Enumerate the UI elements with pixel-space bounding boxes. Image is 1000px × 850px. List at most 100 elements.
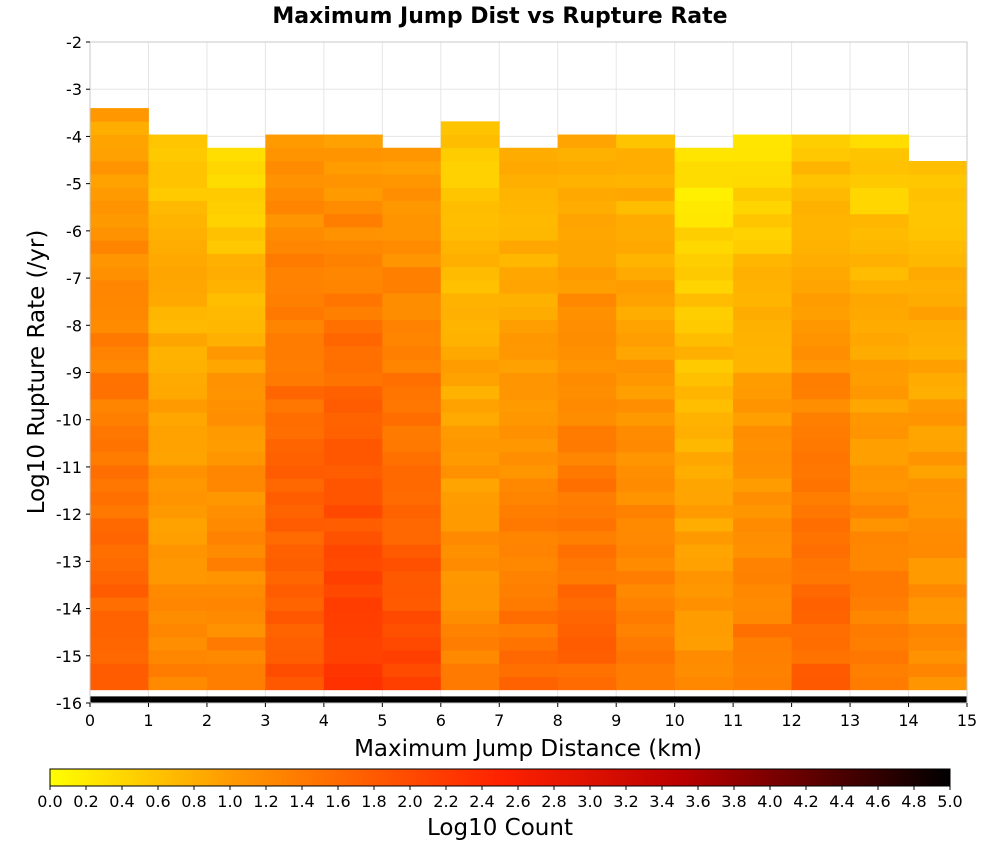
colorbar-tick-label: 3.8	[721, 792, 746, 811]
heatmap-cell-bottom	[850, 696, 909, 703]
heatmap-cell	[323, 293, 383, 307]
heatmap-cell	[90, 121, 149, 135]
heatmap-cell	[674, 531, 734, 545]
heatmap-cell	[265, 504, 325, 519]
heatmap-cell	[206, 398, 266, 413]
colorbar-tick-label: 2.6	[505, 792, 530, 811]
heatmap-cell	[382, 319, 442, 334]
heatmap-cell	[440, 227, 500, 241]
heatmap-cell	[733, 385, 792, 400]
heatmap-cell	[323, 412, 383, 426]
heatmap-cell	[791, 227, 851, 241]
heatmap-cell	[90, 266, 149, 281]
heatmap-cell	[206, 319, 266, 334]
heatmap-cell	[265, 346, 325, 360]
heatmap-cell	[850, 676, 909, 691]
heatmap-cell	[674, 332, 734, 347]
heatmap-cell-bottom	[382, 696, 442, 703]
heatmap-cell	[90, 385, 149, 400]
heatmap-cell	[850, 610, 909, 625]
heatmap-cell	[557, 227, 617, 241]
heatmap-cell	[206, 478, 266, 492]
heatmap-cell	[733, 200, 792, 215]
heatmap-cell	[908, 332, 968, 347]
heatmap-cell	[90, 332, 149, 347]
heatmap-cell	[908, 451, 968, 466]
heatmap-cell	[733, 636, 792, 651]
heatmap-cell	[674, 636, 734, 651]
heatmap-cell	[850, 597, 909, 611]
heatmap-cell	[908, 200, 968, 215]
y-tick-label: -2	[66, 33, 82, 52]
heatmap-cell	[90, 412, 149, 426]
heatmap-cell	[440, 491, 500, 506]
heatmap-cell	[265, 174, 325, 188]
heatmap-cell	[323, 306, 383, 321]
y-tick-label: -4	[66, 127, 82, 146]
heatmap-cell	[499, 412, 559, 426]
heatmap-cell	[499, 346, 559, 360]
heatmap-cell	[90, 319, 149, 334]
heatmap-cell	[850, 465, 909, 479]
heatmap-cell	[674, 544, 734, 558]
heatmap-cell	[440, 279, 500, 294]
heatmap-cell	[382, 636, 442, 651]
heatmap-cell	[323, 346, 383, 360]
heatmap-cell	[265, 557, 325, 572]
heatmap-cell	[733, 240, 792, 254]
heatmap-cell	[733, 531, 792, 545]
heatmap-cell	[382, 663, 442, 677]
heatmap-cell	[499, 385, 559, 400]
heatmap-cell	[850, 332, 909, 347]
heatmap-cell	[557, 584, 617, 598]
heatmap-cell	[733, 279, 792, 294]
heatmap-cell	[908, 465, 968, 479]
colorbar-tick-label: 3.0	[577, 792, 602, 811]
heatmap-cell	[440, 676, 500, 691]
heatmap-cell	[616, 187, 676, 202]
heatmap-cell	[90, 200, 149, 215]
heatmap-cell	[791, 372, 851, 387]
heatmap-cell	[791, 478, 851, 492]
heatmap-cell	[616, 438, 676, 453]
heatmap-cell	[382, 597, 442, 611]
y-tick-label: -12	[56, 505, 82, 524]
heatmap-cell	[908, 531, 968, 545]
heatmap-cell	[440, 174, 500, 188]
heatmap-cell	[323, 332, 383, 347]
heatmap-cell	[499, 597, 559, 611]
heatmap-cell	[674, 240, 734, 254]
heatmap-cell	[323, 663, 383, 677]
heatmap-cell	[616, 147, 676, 162]
heatmap-cell	[616, 584, 676, 598]
heatmap-cell	[440, 438, 500, 453]
heatmap-cell	[323, 557, 383, 572]
heatmap-cell	[265, 398, 325, 413]
heatmap-cell	[265, 359, 325, 373]
heatmap-cell	[382, 279, 442, 294]
heatmap-cell	[557, 636, 617, 651]
heatmap-cell	[499, 187, 559, 202]
heatmap-cell	[499, 253, 559, 268]
heatmap-cell	[148, 676, 208, 691]
heatmap-cell	[908, 623, 968, 638]
heatmap-cell	[206, 253, 266, 268]
heatmap-cell	[206, 597, 266, 611]
heatmap-cell	[323, 438, 383, 453]
heatmap-cell	[791, 346, 851, 360]
heatmap-cell	[616, 676, 676, 691]
heatmap-cell	[674, 610, 734, 625]
heatmap-cell	[499, 279, 559, 294]
colorbar-tick-label: 1.2	[253, 792, 278, 811]
heatmap-cell	[908, 478, 968, 492]
heatmap-cell	[440, 570, 500, 585]
heatmap-cell	[323, 398, 383, 413]
heatmap-cell	[382, 650, 442, 664]
heatmap-cell	[499, 200, 559, 215]
colorbar-tick-label: 1.0	[217, 792, 242, 811]
heatmap-cell	[616, 557, 676, 572]
heatmap-cell	[616, 650, 676, 664]
heatmap-cell	[557, 570, 617, 585]
x-axis-label: Maximum Jump Distance (km)	[354, 736, 702, 762]
